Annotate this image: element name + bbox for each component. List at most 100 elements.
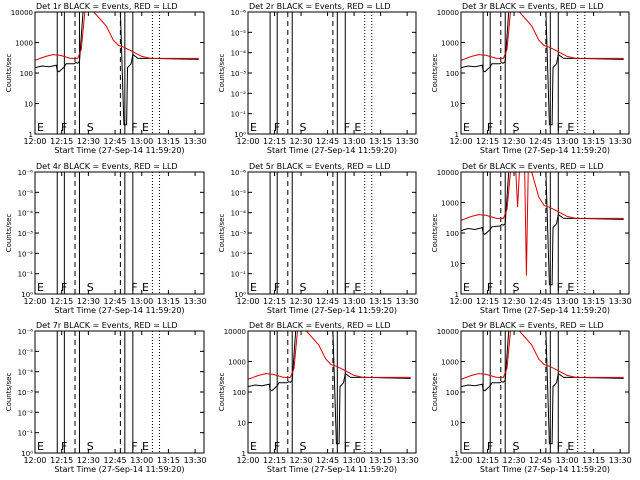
chart-panel-1: E F S F E12:00 12:15 12:30 12:45 13:00 13:15 13:30…	[5, 2, 207, 155]
y-tick-label: 10⁻⁵	[18, 348, 34, 356]
y-tick-label: 1000	[228, 359, 246, 367]
y-tick-label: 10000	[437, 328, 459, 336]
x-tick-label: 13:00	[556, 456, 579, 465]
y-tick-label: 10⁰	[234, 291, 246, 299]
y-tick-label: 10⁻⁴	[18, 369, 34, 377]
x-tick-label: 13:15	[369, 456, 392, 465]
y-tick-label: 10000	[224, 328, 246, 336]
y-axis-label: Counts/sec	[5, 54, 13, 93]
x-tick-label: 13:30	[609, 456, 632, 465]
y-tick-label: 1	[29, 131, 33, 139]
x-tick-label: 12:45	[316, 456, 339, 465]
plot-frame	[34, 330, 205, 454]
x-axis-label: Start Time (27-Sep-14 11:59:20)	[267, 306, 397, 315]
y-tick-label: 10⁻⁶	[231, 169, 247, 177]
flag-label: F	[61, 281, 67, 294]
flag-label: E	[463, 440, 470, 453]
plot-frame	[247, 171, 417, 295]
x-tick-label: 13:15	[157, 456, 180, 465]
x-tick-label: 13:15	[157, 297, 180, 306]
flag-label: E	[250, 440, 257, 453]
lld-series-line	[248, 331, 411, 380]
x-tick-label: 12:00	[23, 137, 46, 146]
x-tick-label: 13:15	[369, 137, 392, 146]
chart-panel-3: E F S F E12:00 12:15 12:30 12:45 13:00 13:15 13:30…	[431, 2, 632, 155]
flag-label: S	[300, 440, 307, 453]
y-tick-label: 100	[446, 230, 459, 238]
flag-label: E	[463, 281, 470, 294]
x-tick-label: 12:30	[77, 297, 100, 306]
flag-label: E	[567, 121, 574, 134]
flag-label: F	[131, 440, 137, 453]
flag-label: E	[463, 121, 470, 134]
x-tick-label: 12:30	[290, 456, 313, 465]
events-series-line	[461, 172, 624, 286]
events-series-line	[461, 12, 624, 126]
plot-frame	[460, 330, 630, 454]
y-tick-label: 10⁻⁵	[231, 29, 247, 37]
x-tick-label: 12:00	[236, 137, 259, 146]
x-axis-label: Start Time (27-Sep-14 11:59:20)	[267, 465, 397, 474]
x-tick-label: 13:30	[396, 297, 419, 306]
chart-title: Det 1r BLACK = Events, RED = LLD	[36, 2, 178, 11]
y-tick-label: 10⁻¹	[231, 111, 247, 119]
flag-label: F	[344, 121, 350, 134]
flag-label: E	[37, 440, 44, 453]
flag-label: E	[142, 121, 149, 134]
x-tick-label: 13:00	[556, 297, 579, 306]
lld-series-line	[461, 172, 624, 276]
x-tick-label: 12:00	[23, 456, 46, 465]
flag-label: F	[557, 281, 563, 294]
x-tick-label: 13:15	[582, 297, 605, 306]
y-axis-label: Counts/sec	[218, 54, 226, 93]
y-tick-label: 10⁻¹	[231, 271, 247, 279]
flag-label: S	[513, 121, 520, 134]
x-tick-label: 12:15	[263, 297, 286, 306]
x-axis-label: Start Time (27-Sep-14 11:59:20)	[480, 306, 610, 315]
flag-label: F	[487, 121, 493, 134]
y-tick-label: 10⁻³	[18, 230, 34, 238]
x-tick-label: 13:30	[396, 137, 419, 146]
x-tick-label: 13:15	[582, 137, 605, 146]
flag-label: F	[274, 121, 280, 134]
x-tick-label: 12:30	[503, 297, 526, 306]
flag-label: E	[142, 440, 149, 453]
x-tick-label: 12:45	[529, 137, 552, 146]
x-tick-label: 13:15	[582, 456, 605, 465]
x-tick-label: 12:15	[263, 137, 286, 146]
y-tick-label: 10	[450, 420, 459, 428]
x-tick-label: 12:30	[290, 137, 313, 146]
x-tick-label: 13:15	[157, 137, 180, 146]
x-tick-label: 12:15	[476, 137, 499, 146]
y-axis-label: Counts/sec	[431, 373, 439, 412]
flag-label: S	[513, 440, 520, 453]
y-tick-label: 1000	[15, 40, 33, 48]
x-tick-label: 13:00	[556, 137, 579, 146]
y-tick-label: 10⁻⁶	[18, 328, 34, 336]
y-tick-label: 10⁻⁴	[18, 210, 34, 218]
y-tick-label: 1	[455, 450, 459, 458]
x-tick-label: 13:00	[130, 297, 153, 306]
y-tick-label: 100	[446, 389, 459, 397]
x-tick-label: 12:45	[529, 456, 552, 465]
flag-label: F	[344, 281, 350, 294]
chart-title: Det 6r BLACK = Events, RED = LLD	[462, 162, 604, 171]
y-tick-label: 10	[450, 261, 459, 269]
plot-frame	[247, 11, 417, 135]
flag-label: E	[142, 281, 149, 294]
x-tick-label: 12:00	[23, 297, 46, 306]
y-tick-label: 10	[450, 101, 459, 109]
x-tick-label: 12:15	[476, 297, 499, 306]
y-tick-label: 10	[24, 101, 33, 109]
y-tick-label: 1	[455, 291, 459, 299]
y-tick-label: 10⁻⁶	[18, 169, 34, 177]
flag-label: F	[61, 121, 67, 134]
y-tick-label: 10⁻¹	[18, 430, 34, 438]
y-tick-label: 10	[237, 420, 246, 428]
x-tick-label: 13:00	[343, 297, 366, 306]
x-axis-label: Start Time (27-Sep-14 11:59:20)	[267, 146, 397, 155]
flag-label: F	[274, 440, 280, 453]
flag-label: S	[300, 281, 307, 294]
y-tick-label: 10⁻²	[18, 250, 34, 258]
flag-label: F	[487, 440, 493, 453]
